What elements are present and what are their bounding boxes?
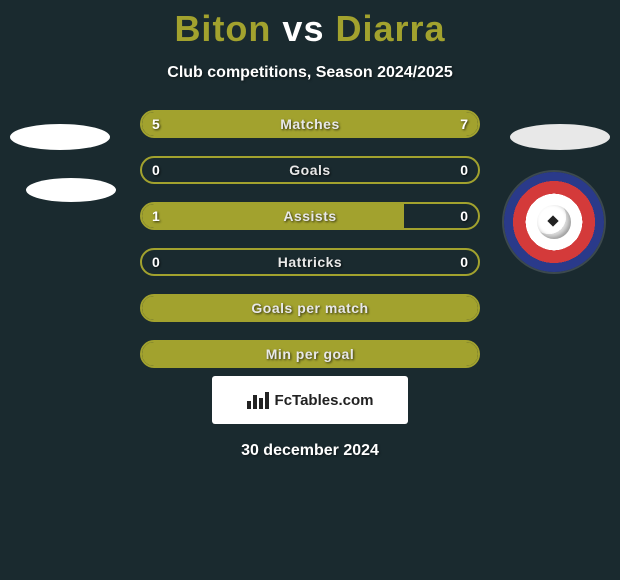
stat-bar-left (142, 204, 404, 228)
stat-value-right: 0 (460, 162, 468, 178)
title-vs: vs (282, 8, 324, 49)
stat-label: Goals per match (251, 300, 368, 316)
date-text: 30 december 2024 (241, 442, 379, 460)
title-player2: Diarra (335, 8, 445, 49)
stat-value-right: 0 (460, 208, 468, 224)
bar-chart-icon (247, 391, 269, 409)
stat-bar-left (142, 112, 282, 136)
stat-value-right: 7 (460, 116, 468, 132)
stat-value-left: 0 (152, 254, 160, 270)
stat-label: Min per goal (266, 346, 354, 362)
stat-row: 1 0 Assists (140, 202, 480, 230)
stat-row: 0 0 Goals (140, 156, 480, 184)
stat-value-left: 5 (152, 116, 160, 132)
stat-row: Min per goal (140, 340, 480, 368)
stat-label: Hattricks (278, 254, 342, 270)
subtitle: Club competitions, Season 2024/2025 (167, 64, 452, 82)
brand-text: FcTables.com (275, 392, 374, 409)
stat-label: Assists (283, 208, 336, 224)
title-player1: Biton (174, 8, 271, 49)
brand-badge: FcTables.com (212, 376, 408, 424)
stat-row: Goals per match (140, 294, 480, 322)
stat-label: Matches (280, 116, 340, 132)
stat-row: 0 0 Hattricks (140, 248, 480, 276)
stat-row: 5 7 Matches (140, 110, 480, 138)
root: Biton vs Diarra Club competitions, Seaso… (0, 0, 620, 460)
stat-value-left: 1 (152, 208, 160, 224)
stat-label: Goals (289, 162, 330, 178)
stat-value-left: 0 (152, 162, 160, 178)
page-title: Biton vs Diarra (174, 8, 445, 50)
comparison-chart: 5 7 Matches 0 0 Goals 1 0 Assists 0 0 Hattricks Goal… (0, 110, 620, 368)
stat-value-right: 0 (460, 254, 468, 270)
